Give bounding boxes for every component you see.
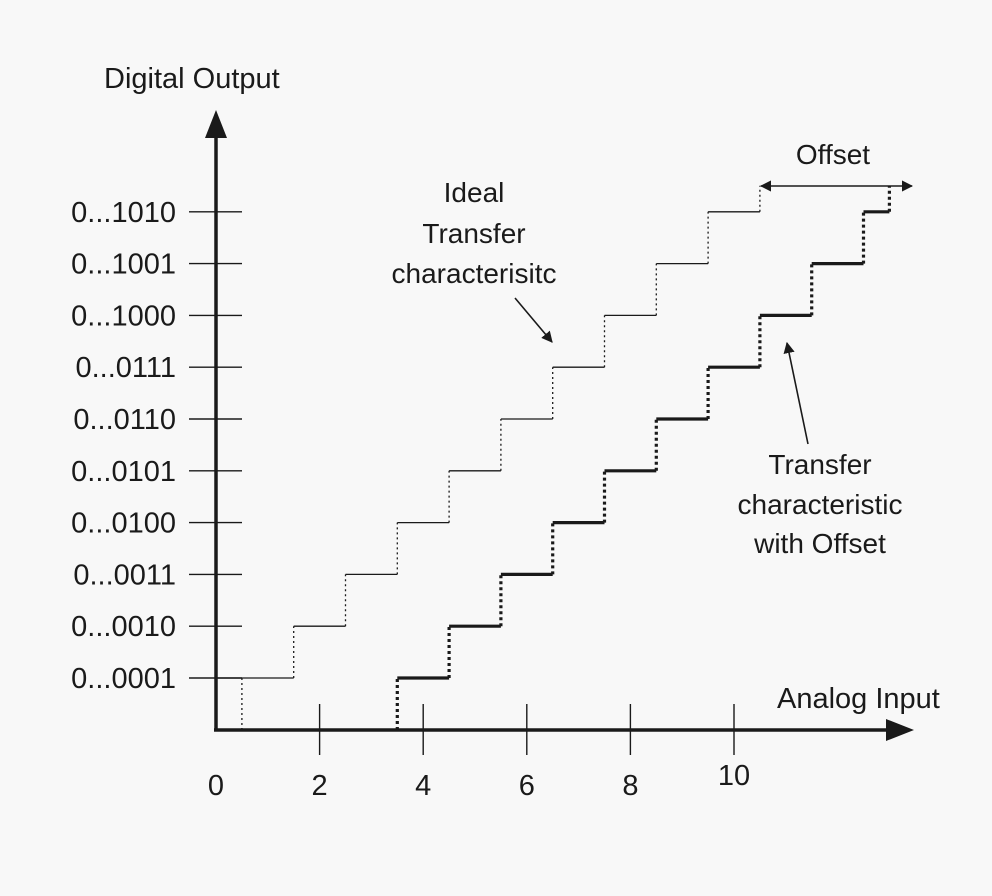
y-axis-arrowhead: [205, 110, 227, 138]
x-tick-label-0: 0: [208, 770, 224, 802]
offset-label: Offset: [796, 139, 870, 170]
y-tick-label-8: 0...1000: [71, 300, 176, 332]
x-tick-label-2: 2: [312, 770, 328, 802]
y-tick-label-4: 0...0100: [71, 508, 176, 540]
y-axis-label: Digital Output: [104, 63, 280, 95]
offset-transfer-curve: [395, 185, 892, 730]
y-tick-label-3: 0...0011: [73, 559, 176, 591]
offset-curve-label-line-1: Transfer: [768, 449, 871, 480]
x-tick-label-4: 4: [415, 770, 431, 802]
ideal-label-line-2: Transfer: [422, 218, 525, 249]
ideal-label-pointer: [514, 297, 553, 343]
x-tick-label-6: 6: [519, 770, 535, 802]
offset-curve-pointer: [783, 341, 809, 445]
offset-curve-label-line-3: with Offset: [753, 528, 886, 559]
x-axis-arrowhead: [886, 719, 914, 741]
y-tick-label-7: 0...0111: [75, 352, 176, 384]
x-axis-label: Analog Input: [777, 683, 940, 715]
x-tick-label-8: 8: [622, 770, 638, 802]
offset-curve-label-line-2: characteristic: [738, 489, 903, 520]
y-tick-label-6: 0...0110: [73, 404, 176, 436]
ideal-label-line-3: characterisitc: [392, 258, 557, 289]
y-tick-group: 0...0001 0...0010 0...0011 0...0100 0...0101…: [71, 197, 242, 695]
y-tick-label-9: 0...1001: [71, 249, 176, 281]
y-tick-label-5: 0...0101: [71, 456, 176, 488]
y-tick-label-2: 0...0010: [71, 611, 176, 643]
x-tick-group: 0 2 4 6 8 10: [208, 704, 750, 802]
ideal-label-line-1: Ideal: [444, 177, 505, 208]
x-tick-label-10: 10: [718, 760, 750, 792]
y-tick-label-1: 0...0001: [71, 663, 176, 695]
y-tick-label-10: 0...1010: [71, 197, 176, 229]
